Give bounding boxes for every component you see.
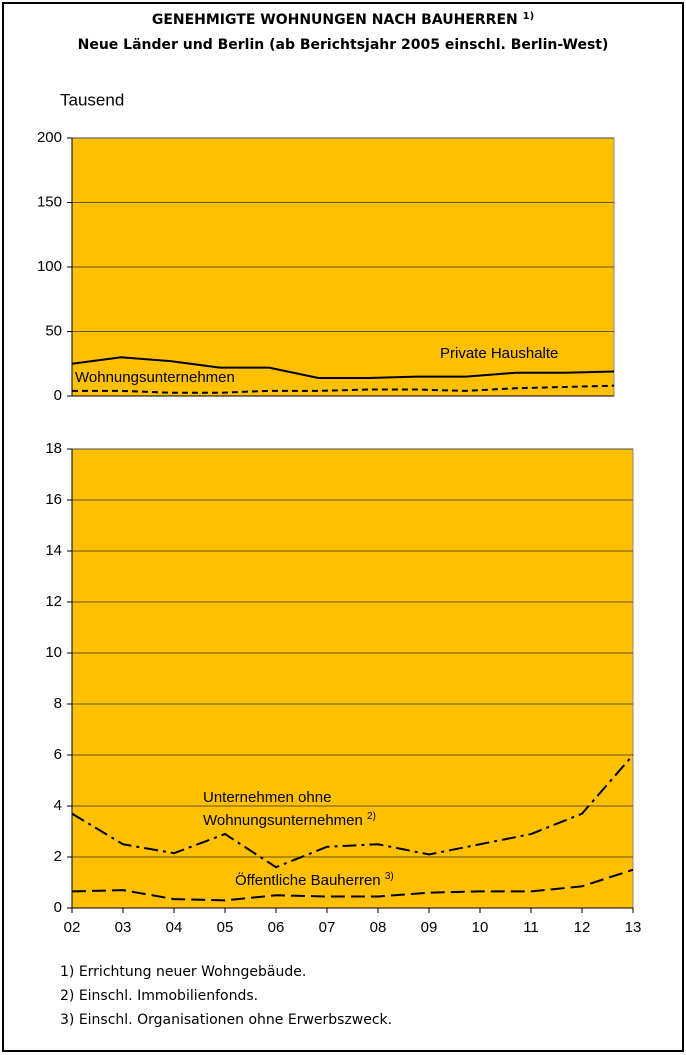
series-note: 2) [367, 811, 376, 822]
x-tick-label: 08 [370, 919, 387, 936]
x-tick-label: 05 [217, 919, 234, 936]
x-tick-label: 11 [523, 919, 539, 936]
plot-area [71, 448, 634, 909]
series-name: Öffentliche Bauherren [235, 871, 381, 889]
footnote: 2) Einschl. Immobilienfonds. [60, 988, 258, 1004]
y-tick-label: 16 [45, 491, 62, 508]
unit-label: Tausend [60, 90, 124, 109]
series-line [72, 384, 615, 394]
series-label: Unternehmen ohne Wohnungsunternehmen 2) [203, 788, 403, 830]
x-tick-label: 13 [625, 919, 642, 936]
y-tick-label: 150 [37, 193, 62, 210]
series-label: Wohnungsunternehmen [75, 369, 235, 386]
footnote: 3) Einschl. Organisationen ohne Erwerbsz… [60, 1012, 392, 1028]
series-line [71, 356, 615, 379]
y-tick-label: 10 [45, 644, 62, 661]
series-name: Unternehmen ohne Wohnungsunternehmen [203, 789, 363, 829]
y-tick-label: 200 [37, 129, 62, 146]
y-tick-label: 2 [54, 848, 62, 865]
y-tick-label: 0 [54, 899, 62, 916]
y-tick-label: 14 [45, 542, 62, 559]
x-tick-label: 07 [319, 919, 336, 936]
x-tick-label: 12 [574, 919, 591, 936]
series-name: Wohnungsunternehmen [75, 369, 235, 386]
series-label: Private Haushalte [440, 345, 558, 362]
series-note: 3) [385, 871, 394, 882]
x-tick-label: 10 [472, 919, 489, 936]
y-tick-label: 6 [54, 746, 62, 763]
footnote: 1) Errichtung neuer Wohngebäude. [60, 964, 306, 980]
x-tick-label: 02 [64, 919, 81, 936]
chart-title: GENEHMIGTE WOHNUNGEN NACH BAUHERREN 1) [152, 11, 534, 28]
y-tick-label: 100 [37, 258, 62, 275]
series-label: Öffentliche Bauherren 3) [235, 871, 394, 889]
y-tick-label: 4 [54, 797, 62, 814]
series-line [71, 868, 634, 902]
x-tick-label: 04 [166, 919, 183, 936]
y-tick-label: 50 [45, 322, 62, 339]
x-tick-label: 03 [115, 919, 132, 936]
title-text: GENEHMIGTE WOHNUNGEN NACH BAUHERREN [152, 12, 518, 28]
y-tick-label: 0 [54, 387, 62, 404]
x-tick-label: 06 [268, 919, 285, 936]
series-line [71, 754, 634, 869]
title-note: 1) [523, 11, 535, 22]
y-tick-label: 8 [54, 695, 62, 712]
y-tick-label: 18 [45, 440, 62, 457]
x-tick-label: 09 [421, 919, 438, 936]
series-name: Private Haushalte [440, 345, 558, 362]
y-tick-label: 12 [45, 593, 62, 610]
chart-subtitle: Neue Länder und Berlin (ab Berichtsjahr … [78, 37, 609, 53]
